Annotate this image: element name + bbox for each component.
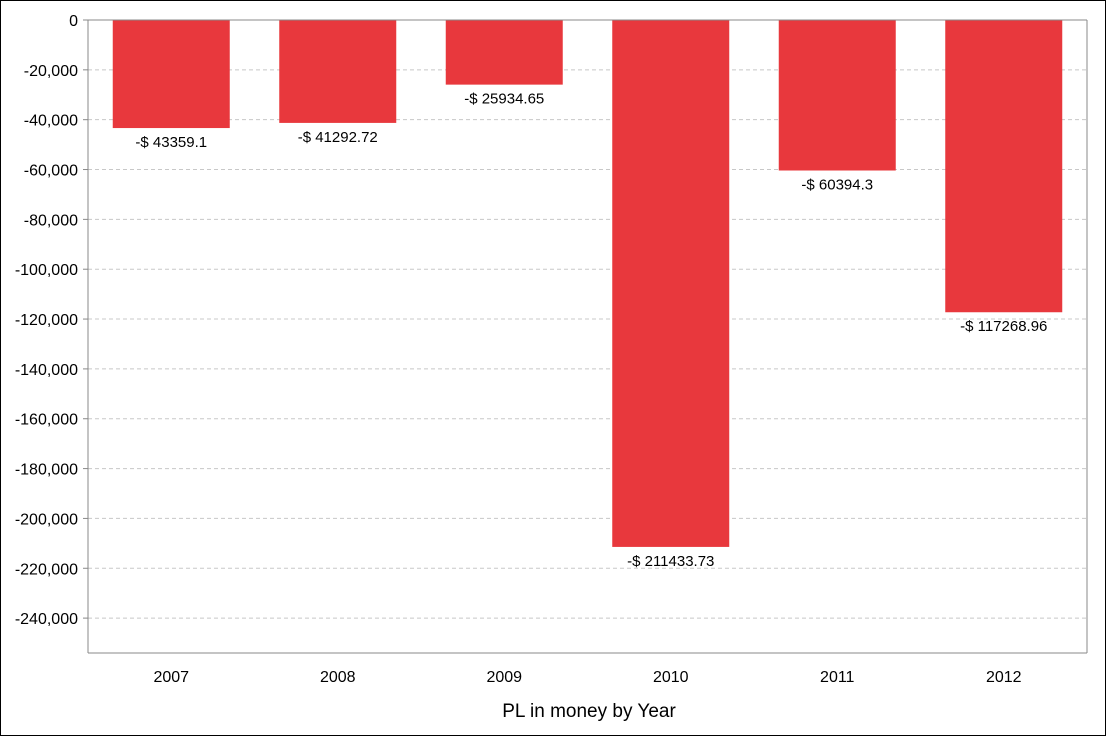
y-tick-label: -20,000 xyxy=(24,63,78,80)
y-tick-label: -100,000 xyxy=(15,262,78,279)
bar-2010 xyxy=(612,20,730,547)
y-tick-label: -240,000 xyxy=(15,611,78,628)
bars xyxy=(112,20,1063,547)
data-label-2010: -$ 211433.73 xyxy=(627,553,714,570)
x-tick-label: 2007 xyxy=(153,669,189,686)
grid-lines xyxy=(83,19,1087,619)
bar-2012 xyxy=(945,20,1063,313)
y-tick-label: -160,000 xyxy=(15,412,78,429)
data-label-2009: -$ 25934.65 xyxy=(464,91,544,108)
x-tick-label: 2009 xyxy=(486,669,522,686)
y-tick-label: -40,000 xyxy=(24,113,78,130)
x-axis-title: PL in money by Year xyxy=(502,701,676,722)
axes xyxy=(87,19,1088,654)
y-tick-label: 0 xyxy=(69,13,78,30)
x-tick-label: 2012 xyxy=(986,669,1022,686)
x-tick-label: 2011 xyxy=(820,669,855,686)
y-tick-label: -60,000 xyxy=(24,163,78,180)
y-tick-label: -200,000 xyxy=(15,511,78,528)
y-tick-label: -80,000 xyxy=(24,212,78,229)
y-tick-label: -180,000 xyxy=(15,462,78,479)
data-label-2008: -$ 41292.72 xyxy=(298,129,378,146)
bar-2009 xyxy=(445,20,563,85)
y-tick-label: -220,000 xyxy=(15,561,78,578)
y-tick-label: -120,000 xyxy=(15,312,78,329)
data-label-2011: -$ 60394.3 xyxy=(801,177,873,194)
x-tick-label: 2010 xyxy=(653,669,689,686)
data-label-2012: -$ 117268.96 xyxy=(960,318,1047,335)
bar-2008 xyxy=(279,20,397,123)
bar-2011 xyxy=(778,20,896,171)
y-tick-label: -140,000 xyxy=(15,362,78,379)
x-tick-label: 2008 xyxy=(320,669,356,686)
bar-2007 xyxy=(112,20,230,129)
data-labels: -$ 43359.1 -$ 41292.72 -$ 25934.65 -$ 21143… xyxy=(135,91,1047,570)
x-tick-labels: 2007 2008 2009 2010 2011 2012 xyxy=(153,669,1021,686)
data-label-2007: -$ 43359.1 xyxy=(135,134,207,151)
y-tick-labels: 0 -20,000 -40,000 -60,000 -80,000 -100,000 -12… xyxy=(15,13,78,628)
